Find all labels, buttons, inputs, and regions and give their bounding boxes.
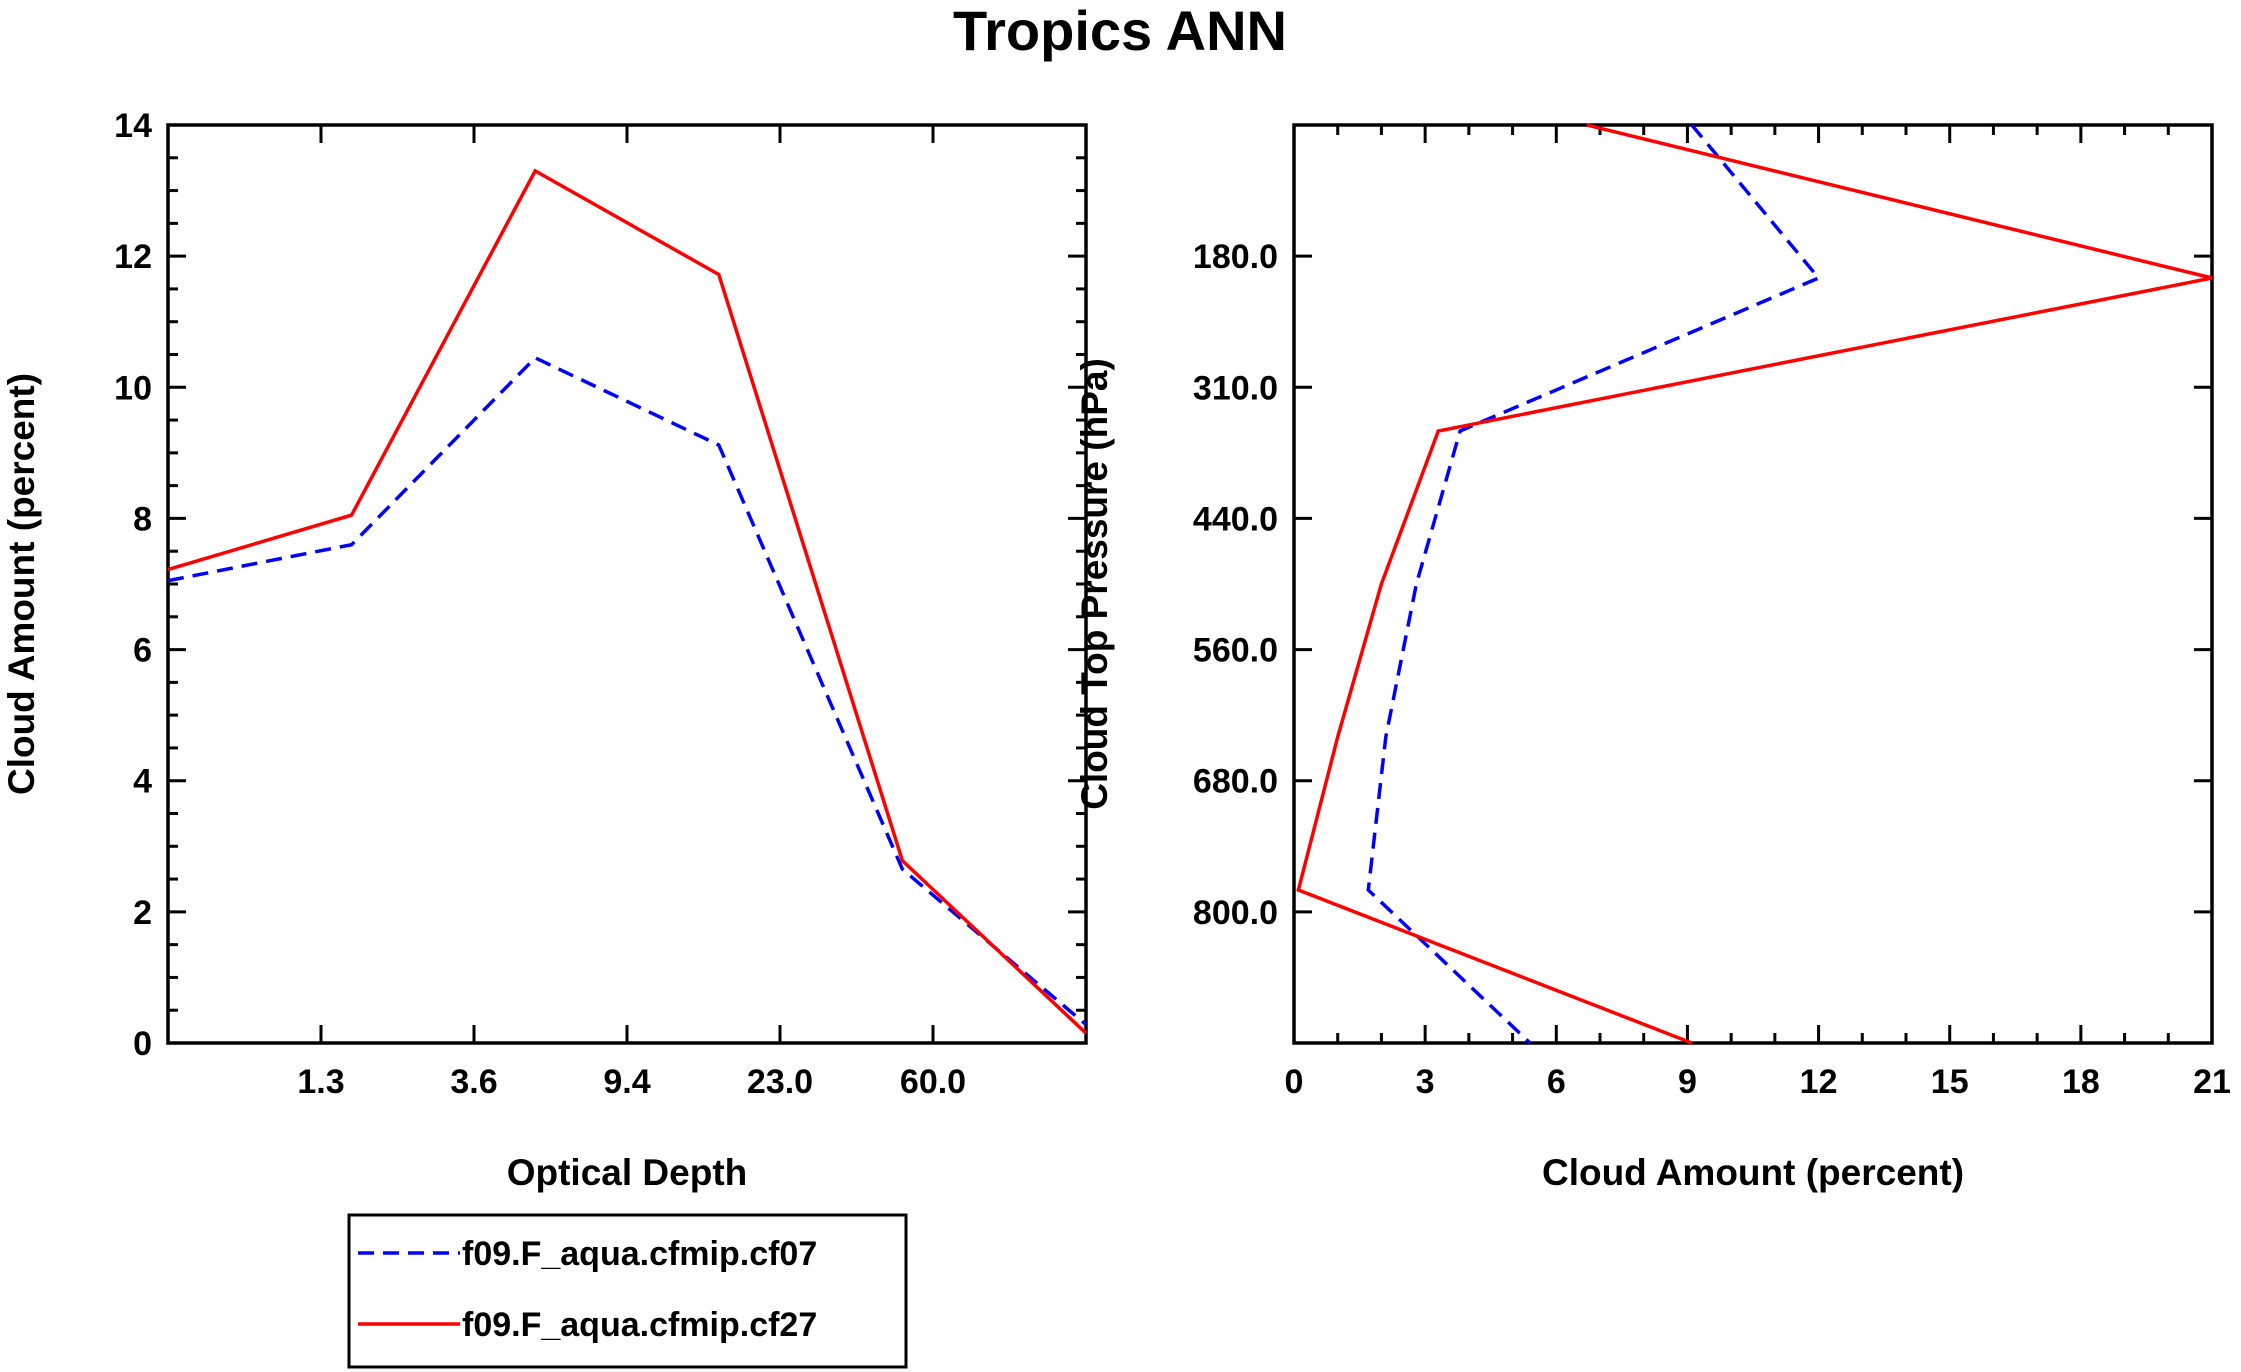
right-series-group: [1296, 123, 2213, 1045]
legend-box: [347, 1213, 908, 1369]
right-y-tick-label-440-0: 440.0: [1193, 500, 1278, 538]
left-y-axis-label: Cloud Amount (percent): [1, 373, 42, 795]
left-y-ticks: 0 2 4 6 8 10 12 14: [114, 107, 1086, 1063]
left-series-line-f09-f-aqua-cfmip-cf07: [167, 355, 1088, 1026]
right-y-tick-label-680-0: 680.0: [1193, 763, 1278, 801]
right-y-tick-label-180-0: 180.0: [1193, 238, 1278, 276]
right-x-tick-label-21: 21: [2193, 1063, 2231, 1101]
right-series-line-f09-f-aqua-cfmip-cf27: [1296, 123, 2213, 1045]
left-y-tick-label-4: 4: [133, 763, 152, 801]
left-x-tick-label-60-0: 60.0: [900, 1063, 966, 1101]
right-x-axis-label: Cloud Amount (percent): [1542, 1152, 1964, 1193]
legend-label-cf27: f09.F_aqua.cfmip.cf27: [462, 1306, 817, 1344]
left-y-tick-label-14: 14: [114, 107, 152, 145]
left-x-tick-label-9-4: 9.4: [603, 1063, 650, 1101]
left-series-line-f09-f-aqua-cfmip-cf27: [167, 168, 1088, 1035]
left-x-tick-label-1-3: 1.3: [297, 1063, 344, 1101]
left-series-group: [167, 168, 1088, 1035]
right-y-tick-label-560-0: 560.0: [1193, 632, 1278, 670]
left-x-tick-label-3-6: 3.6: [450, 1063, 497, 1101]
left-y-tick-label-6: 6: [133, 632, 152, 670]
right-y-axis-label: Cloud Top Pressure (hPa): [1074, 358, 1115, 810]
left-x-axis-label: Optical Depth: [507, 1152, 748, 1193]
optical-depth-panel: 1.3 3.6 9.4 23.0 60.0 0 2 4 6 8 10 12 14 Optical De…: [1, 107, 1088, 1193]
right-x-tick-label-12: 12: [1800, 1063, 1838, 1101]
right-x-tick-label-15: 15: [1931, 1063, 1969, 1101]
left-y-tick-label-8: 8: [133, 500, 152, 538]
legend: f09.F_aqua.cfmip.cf07 f09.F_aqua.cfmip.c…: [347, 1213, 908, 1369]
left-y-tick-label-0: 0: [133, 1025, 152, 1063]
right-plot-frame: [1292, 123, 2214, 1045]
chart-title: Tropics ANN: [953, 0, 1287, 62]
right-y-ticks: 180.0 310.0 440.0 560.0 680.0 800.0: [1193, 238, 2212, 932]
legend-label-cf07: f09.F_aqua.cfmip.cf07: [462, 1235, 817, 1273]
right-x-tick-label-0: 0: [1285, 1063, 1304, 1101]
right-x-tick-label-9: 9: [1678, 1063, 1697, 1101]
pressure-panel: 0 3 6 9 12 15 18 21 180.0 310.0 440.0 560.0 680.0 80…: [1074, 123, 2231, 1193]
left-y-tick-label-10: 10: [114, 369, 152, 407]
left-y-tick-label-12: 12: [114, 238, 152, 276]
right-x-tick-label-18: 18: [2062, 1063, 2100, 1101]
left-y-tick-label-2: 2: [133, 894, 152, 932]
right-x-tick-label-6: 6: [1547, 1063, 1566, 1101]
right-y-tick-label-310-0: 310.0: [1193, 369, 1278, 407]
right-x-ticks: 0 3 6 9 12 15 18 21: [1285, 125, 2231, 1101]
left-x-ticks: 1.3 3.6 9.4 23.0 60.0: [297, 125, 966, 1101]
right-series-line-f09-f-aqua-cfmip-cf07: [1366, 123, 1822, 1045]
right-x-tick-label-3: 3: [1416, 1063, 1435, 1101]
right-y-tick-label-800-0: 800.0: [1193, 894, 1278, 932]
left-x-tick-label-23-0: 23.0: [747, 1063, 813, 1101]
